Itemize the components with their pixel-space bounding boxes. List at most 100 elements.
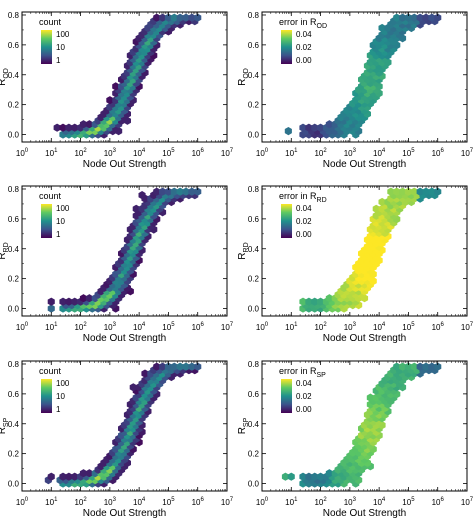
x-tick-label: 102 — [74, 497, 87, 507]
hexbin-cell — [159, 187, 167, 196]
hexbin-cell — [434, 13, 442, 22]
x-tick-label: 100 — [256, 322, 269, 332]
hexbin-cell — [428, 187, 436, 196]
x-axis-label: Node Out Strength — [323, 159, 406, 170]
x-tick-label: 107 — [461, 148, 474, 158]
panel-error-od: 100 101 102 103 104 105 106 107 0.0 0.2 0.4 0.6 0.8 R… — [237, 11, 474, 170]
x-tick-label: 105 — [402, 148, 415, 158]
colorbar-tick-label: 1 — [56, 230, 61, 239]
y-tick-label: 0.6 — [248, 390, 260, 399]
colorbar-tick-label: 1 — [56, 405, 61, 414]
hexbin-cell — [387, 187, 395, 196]
colorbar-tick-label: 0.04 — [296, 204, 312, 213]
plot-frame — [261, 11, 468, 143]
hexbin-cell — [416, 13, 424, 22]
hexbin-cell — [182, 187, 190, 196]
y-tick-label: 0.8 — [8, 360, 20, 369]
hexbin-cell — [317, 123, 325, 132]
hexbin-cell — [141, 369, 149, 378]
hexbin-cell — [393, 187, 401, 196]
y-tick-label: 0.6 — [8, 41, 20, 50]
colorbar-tick-label: 0.00 — [296, 405, 312, 414]
y-tick-label: 0.0 — [248, 305, 260, 314]
colorbar — [281, 379, 292, 413]
x-tick-label: 100 — [256, 497, 269, 507]
colorbar — [281, 204, 292, 238]
hexbin-cell — [194, 362, 202, 371]
hexbin-cell — [299, 472, 307, 481]
x-tick-label: 106 — [432, 322, 445, 332]
hexbin-cell — [311, 297, 319, 306]
hexbin-cell — [71, 297, 79, 306]
x-tick-label: 101 — [45, 322, 58, 332]
y-tick-label: 0.4 — [248, 420, 260, 429]
panel-error-sp: 100 101 102 103 104 105 106 107 0.0 0.2 0.4 0.6 0.8 R… — [237, 360, 474, 519]
colorbar-title: error in RRD — [279, 191, 327, 204]
colorbar-tick-label: 10 — [56, 43, 65, 52]
y-tick-label: 0.0 — [248, 480, 260, 489]
y-axis-label: RRD — [0, 242, 10, 259]
hexbin-cell — [366, 393, 374, 402]
hexbin-cell — [176, 362, 184, 371]
hexbin-cell — [325, 120, 333, 129]
hexbin-cell — [71, 472, 79, 481]
hexbin-cell — [305, 472, 313, 481]
colorbar-tick-label: 0.04 — [296, 379, 312, 388]
hexbin-cell — [79, 294, 88, 303]
hexbin-cell — [79, 469, 88, 478]
y-tick-label: 0.4 — [248, 71, 260, 80]
hexbin-cell — [153, 187, 161, 196]
x-tick-label: 107 — [221, 497, 234, 507]
y-tick-label: 0.8 — [248, 360, 260, 369]
hexbin-cell — [434, 187, 442, 196]
panel-count-od: 1001011021031041051061070.00.20.40.60.8R… — [0, 11, 234, 170]
hexbin-cell — [170, 362, 178, 371]
hexbin-cell — [47, 297, 55, 306]
hexbin-cell — [176, 187, 184, 196]
y-axis-label: ROD — [0, 68, 10, 86]
panel-count-rd: 100 101 102 103 104 105 106 1070.00.20.40.60.8R… — [0, 185, 234, 344]
x-tick-label: 100 — [256, 148, 269, 158]
y-tick-label: 0.4 — [8, 420, 20, 429]
y-tick-label: 0.2 — [8, 275, 20, 284]
hexbin-cell — [153, 13, 161, 22]
colorbar — [41, 204, 52, 238]
y-tick-label: 0.8 — [8, 11, 20, 20]
x-tick-label: 101 — [285, 148, 298, 158]
colorbar-title: error in RSP — [279, 366, 326, 379]
colorbar-tick-label: 100 — [56, 30, 70, 39]
hexbin-cell — [71, 123, 79, 132]
hexbin-cell — [188, 362, 196, 371]
y-tick-label: 0.2 — [248, 101, 260, 110]
hexbin-cell — [194, 13, 202, 22]
x-tick-label: 106 — [192, 322, 205, 332]
x-tick-label: 105 — [162, 148, 175, 158]
y-tick-label: 0.4 — [8, 71, 20, 80]
panel-error-rd: 100 101 102 103 104 105 106 107 0.0 0.2 0.4 0.6 0.8 R… — [237, 185, 474, 344]
y-tick-label: 0.6 — [8, 215, 20, 224]
hexbin-cell — [422, 362, 430, 371]
hexbin-layer — [281, 362, 442, 488]
hexbin-cell — [325, 469, 333, 478]
panel-count-sp: 1001011021031041051061070.00.20.40.60.8R… — [0, 360, 234, 519]
x-tick-label: 102 — [74, 148, 87, 158]
y-tick-label: 0.4 — [8, 245, 20, 254]
hexbin-cell — [106, 96, 114, 105]
hexbin-cell — [138, 191, 146, 200]
hexbin-cell — [129, 383, 137, 392]
hexbin-cell — [59, 472, 67, 481]
hexbin-layer — [47, 187, 202, 313]
x-tick-label: 104 — [373, 148, 386, 158]
hexbin-cell — [159, 362, 167, 371]
colorbar — [41, 379, 52, 413]
hexbin-cell — [428, 13, 436, 22]
hexbin-cell — [59, 123, 67, 132]
hexbin-layer — [44, 362, 202, 488]
y-tick-label: 0.0 — [8, 305, 20, 314]
colorbar — [41, 30, 52, 64]
x-tick-label: 103 — [344, 497, 357, 507]
hexbin-cell — [399, 13, 407, 22]
x-tick-label: 104 — [133, 497, 146, 507]
y-tick-label: 0.2 — [8, 101, 20, 110]
colorbar-title: count — [39, 17, 62, 27]
